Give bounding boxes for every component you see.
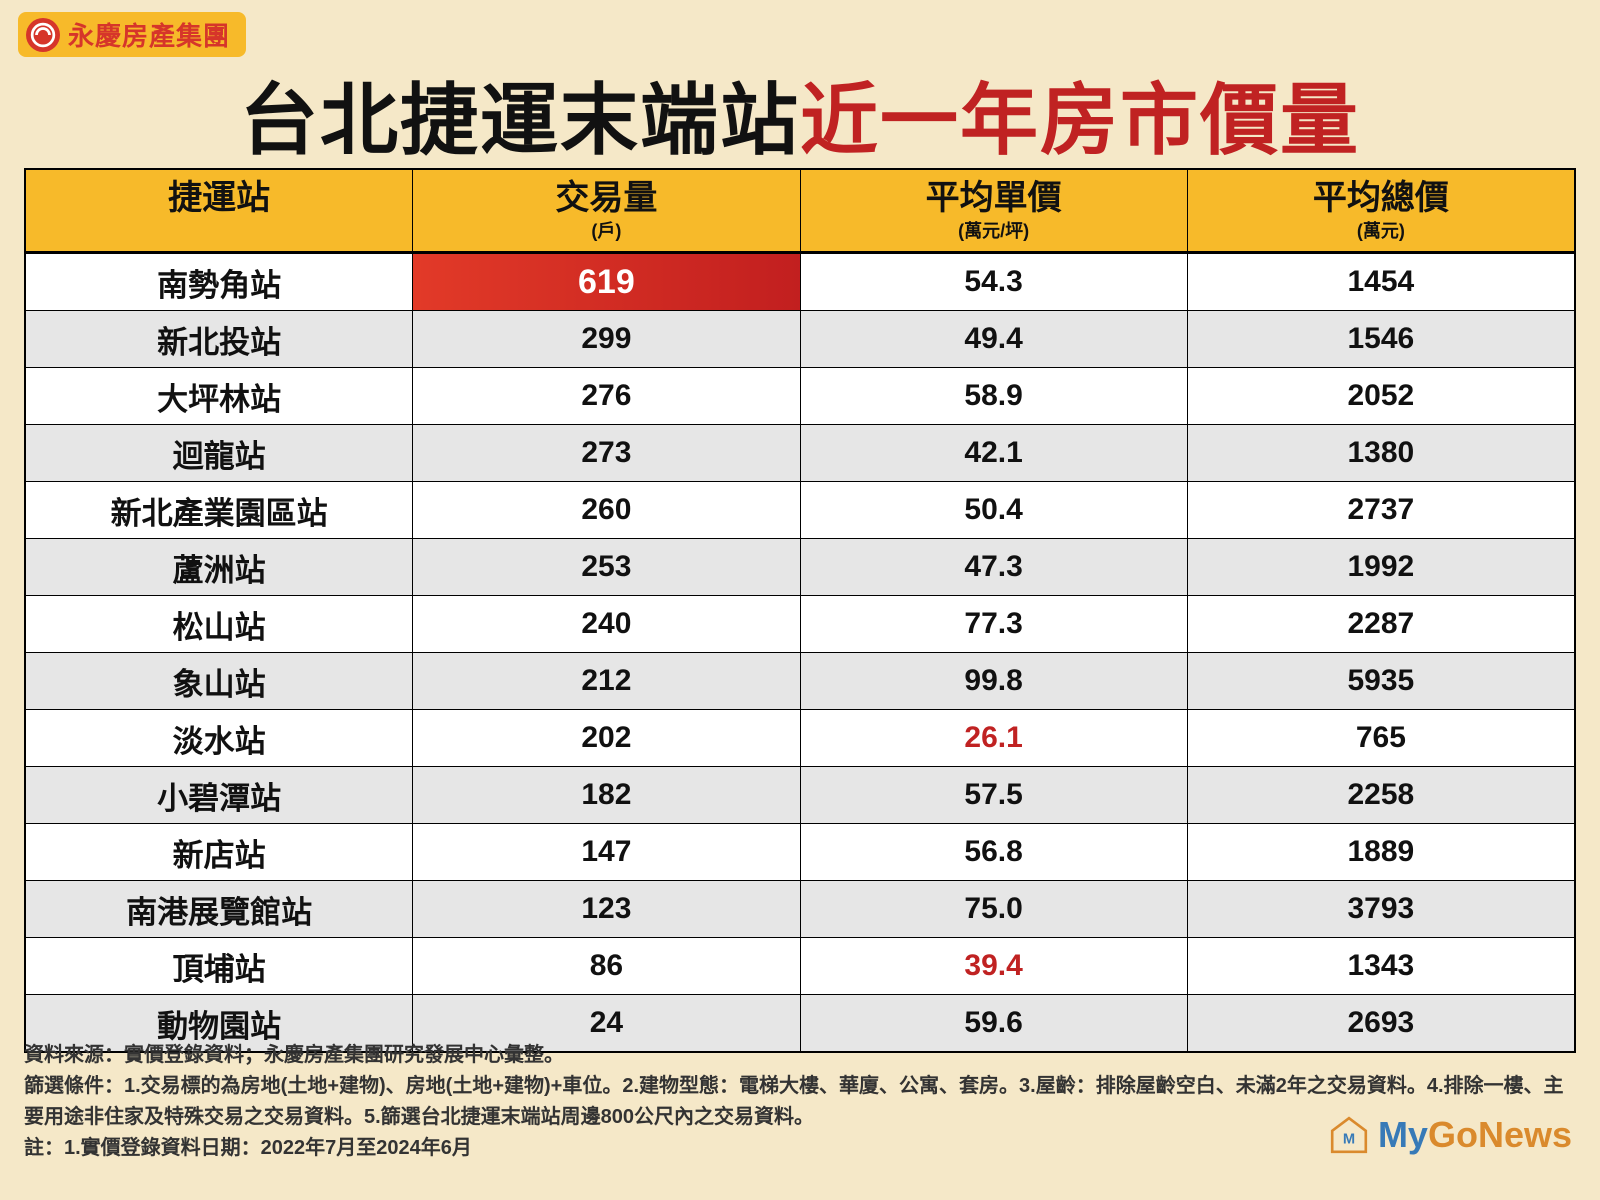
table-row: 象山站21299.85935: [26, 652, 1574, 709]
cell-volume: 147: [413, 823, 800, 880]
watermark-go: Go: [1428, 1114, 1478, 1155]
cell-volume: 202: [413, 709, 800, 766]
watermark-text: MyGoNews: [1378, 1114, 1572, 1156]
cell-station: 新北產業園區站: [26, 481, 413, 538]
table-row: 小碧潭站18257.52258: [26, 766, 1574, 823]
footer-source: 資料來源：實價登錄資料；永慶房產集團研究發展中心彙整。: [24, 1040, 1576, 1071]
cell-unit-price: 57.5: [801, 766, 1188, 823]
footer-note-label: 註：: [24, 1137, 64, 1159]
watermark: M MyGoNews: [1328, 1114, 1572, 1156]
cell-station: 新店站: [26, 823, 413, 880]
table-row: 蘆洲站25347.31992: [26, 538, 1574, 595]
col-header-unitprice-label: 平均單價: [801, 180, 1187, 217]
cell-volume: 86: [413, 937, 800, 994]
cell-volume: 619: [413, 253, 800, 310]
cell-unit-price: 42.1: [801, 424, 1188, 481]
cell-station: 新北投站: [26, 310, 413, 367]
table-body: 南勢角站61954.31454新北投站29949.41546大坪林站27658.…: [26, 253, 1574, 1051]
col-header-totalprice: 平均總價 (萬元): [1188, 170, 1574, 251]
table-row: 大坪林站27658.92052: [26, 367, 1574, 424]
cell-unit-price: 47.3: [801, 538, 1188, 595]
cell-unit-price: 39.4: [801, 937, 1188, 994]
cell-total-price: 1992: [1188, 538, 1574, 595]
table-row: 南勢角站61954.31454: [26, 253, 1574, 310]
footer-note-text: 1.實價登錄資料日期：2022年7月至2024年6月: [64, 1137, 472, 1159]
table-row: 迴龍站27342.11380: [26, 424, 1574, 481]
title-part1: 台北捷運末端站: [240, 76, 800, 164]
cell-unit-price: 77.3: [801, 595, 1188, 652]
cell-station: 南港展覽館站: [26, 880, 413, 937]
cell-unit-price: 50.4: [801, 481, 1188, 538]
cell-total-price: 1546: [1188, 310, 1574, 367]
cell-unit-price: 75.0: [801, 880, 1188, 937]
cell-station: 大坪林站: [26, 367, 413, 424]
col-header-station: 捷運站: [26, 170, 413, 251]
cell-station: 淡水站: [26, 709, 413, 766]
cell-total-price: 3793: [1188, 880, 1574, 937]
cell-total-price: 1454: [1188, 253, 1574, 310]
col-header-volume: 交易量 (戶): [413, 170, 800, 251]
table-row: 新北產業園區站26050.42737: [26, 481, 1574, 538]
cell-volume: 253: [413, 538, 800, 595]
table-header-row: 捷運站 交易量 (戶) 平均單價 (萬元/坪) 平均總價 (萬元): [26, 170, 1574, 253]
svg-text:M: M: [1343, 1131, 1355, 1147]
cell-total-price: 1343: [1188, 937, 1574, 994]
cell-total-price: 2287: [1188, 595, 1574, 652]
cell-total-price: 765: [1188, 709, 1574, 766]
cell-unit-price: 58.9: [801, 367, 1188, 424]
table-row: 新北投站29949.41546: [26, 310, 1574, 367]
footer-source-label: 資料來源：: [24, 1044, 124, 1066]
col-header-unitprice-sub: (萬元/坪): [801, 217, 1187, 243]
table-row: 頂埔站8639.41343: [26, 937, 1574, 994]
cell-station: 迴龍站: [26, 424, 413, 481]
watermark-icon: M: [1328, 1114, 1370, 1156]
brand-name: 永慶房產集團: [68, 16, 230, 53]
brand-logo-icon: [26, 18, 60, 52]
cell-volume: 123: [413, 880, 800, 937]
col-header-volume-sub: (戶): [413, 217, 799, 243]
col-header-totalprice-label: 平均總價: [1188, 180, 1574, 217]
watermark-my: My: [1378, 1114, 1428, 1155]
cell-station: 小碧潭站: [26, 766, 413, 823]
cell-total-price: 2737: [1188, 481, 1574, 538]
table-row: 松山站24077.32287: [26, 595, 1574, 652]
cell-volume: 299: [413, 310, 800, 367]
page-title: 台北捷運末端站近一年房市價量: [0, 58, 1600, 170]
cell-total-price: 5935: [1188, 652, 1574, 709]
brand-bar: 永慶房產集團: [18, 12, 246, 57]
data-table: 捷運站 交易量 (戶) 平均單價 (萬元/坪) 平均總價 (萬元) 南勢角站61…: [24, 168, 1576, 1053]
watermark-news: News: [1478, 1114, 1572, 1155]
col-header-station-label: 捷運站: [26, 180, 412, 217]
cell-total-price: 2052: [1188, 367, 1574, 424]
cell-station: 松山站: [26, 595, 413, 652]
cell-station: 頂埔站: [26, 937, 413, 994]
col-header-totalprice-sub: (萬元): [1188, 217, 1574, 243]
col-header-volume-label: 交易量: [413, 180, 799, 217]
table-row: 南港展覽館站12375.03793: [26, 880, 1574, 937]
cell-total-price: 2258: [1188, 766, 1574, 823]
cell-total-price: 1380: [1188, 424, 1574, 481]
cell-unit-price: 54.3: [801, 253, 1188, 310]
footer-filter-label: 篩選條件：: [24, 1075, 124, 1097]
cell-volume: 212: [413, 652, 800, 709]
footer-source-text: 實價登錄資料；永慶房產集團研究發展中心彙整。: [124, 1044, 564, 1066]
cell-volume: 240: [413, 595, 800, 652]
cell-total-price: 1889: [1188, 823, 1574, 880]
cell-unit-price: 49.4: [801, 310, 1188, 367]
table-row: 淡水站20226.1765: [26, 709, 1574, 766]
cell-volume: 276: [413, 367, 800, 424]
cell-volume: 182: [413, 766, 800, 823]
table-row: 新店站14756.81889: [26, 823, 1574, 880]
cell-station: 象山站: [26, 652, 413, 709]
cell-unit-price: 26.1: [801, 709, 1188, 766]
cell-unit-price: 99.8: [801, 652, 1188, 709]
cell-station: 南勢角站: [26, 253, 413, 310]
cell-station: 蘆洲站: [26, 538, 413, 595]
cell-volume: 260: [413, 481, 800, 538]
cell-volume: 273: [413, 424, 800, 481]
title-part2: 近一年房市價量: [800, 76, 1360, 164]
cell-unit-price: 56.8: [801, 823, 1188, 880]
col-header-unitprice: 平均單價 (萬元/坪): [801, 170, 1188, 251]
